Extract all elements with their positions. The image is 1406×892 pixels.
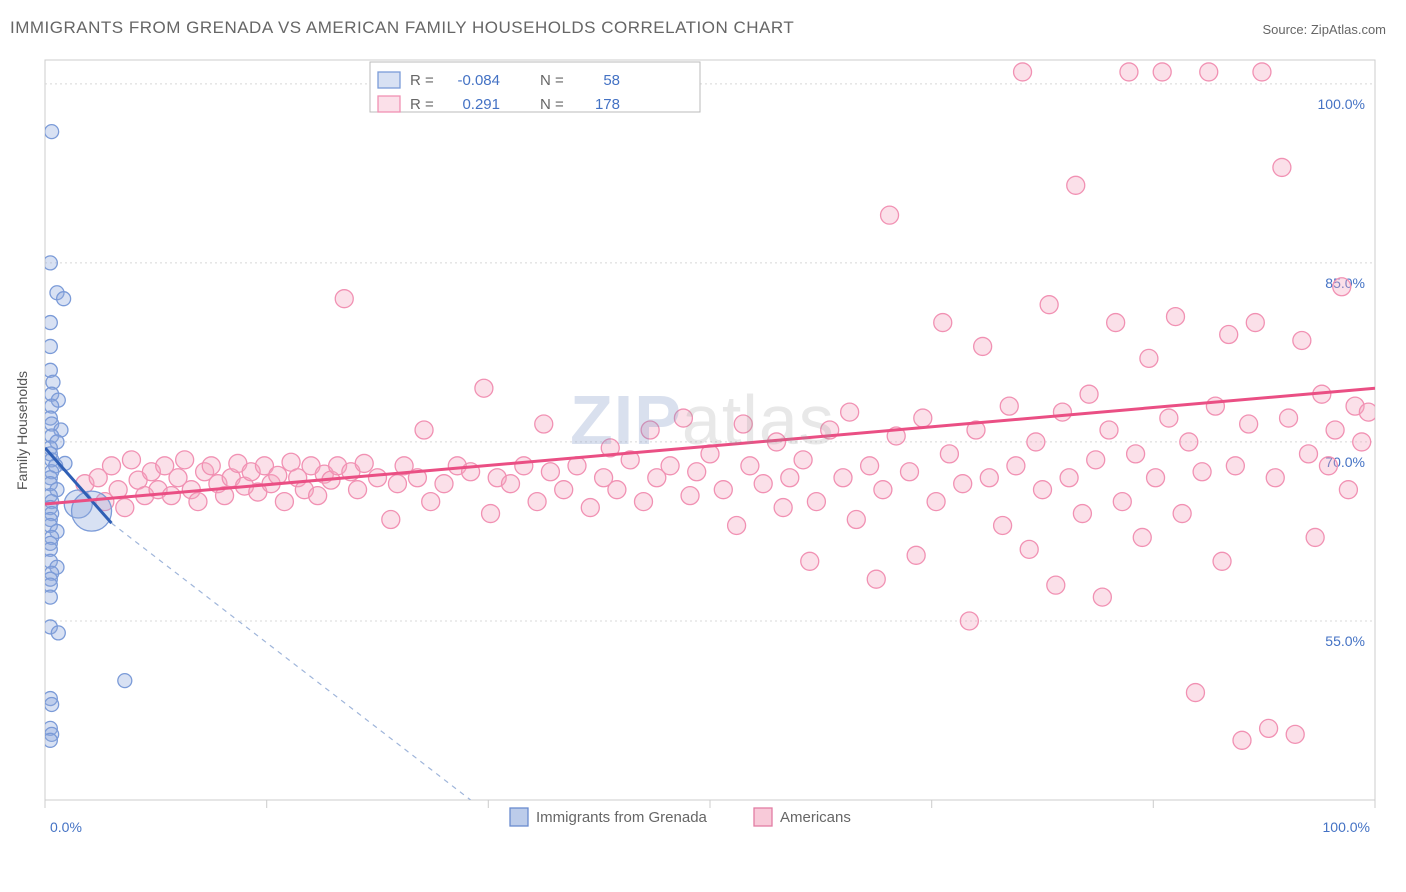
x-tick-label: 100.0% [1323, 819, 1370, 835]
legend-r-value: 0.291 [462, 96, 500, 113]
legend-n-value: 58 [603, 72, 620, 89]
legend-item-label: Americans [780, 809, 851, 826]
x-tick-label: 0.0% [50, 819, 82, 835]
legend-n-value: 178 [595, 96, 620, 113]
correlation-chart: 55.0%70.0%85.0%100.0%0.0%100.0%Family Ho… [0, 0, 1406, 892]
legend-r-value: -0.084 [457, 72, 500, 89]
y-axis-label: Family Households [14, 371, 30, 490]
y-tick-label: 55.0% [1325, 633, 1365, 649]
legend-item-label: Immigrants from Grenada [536, 809, 708, 826]
legend-n-label: N = [540, 96, 564, 113]
series-0 [43, 125, 131, 748]
legend-r-label: R = [410, 96, 434, 113]
legend-r-label: R = [410, 72, 434, 89]
y-tick-label: 100.0% [1318, 96, 1365, 112]
legend-n-label: N = [540, 72, 564, 89]
